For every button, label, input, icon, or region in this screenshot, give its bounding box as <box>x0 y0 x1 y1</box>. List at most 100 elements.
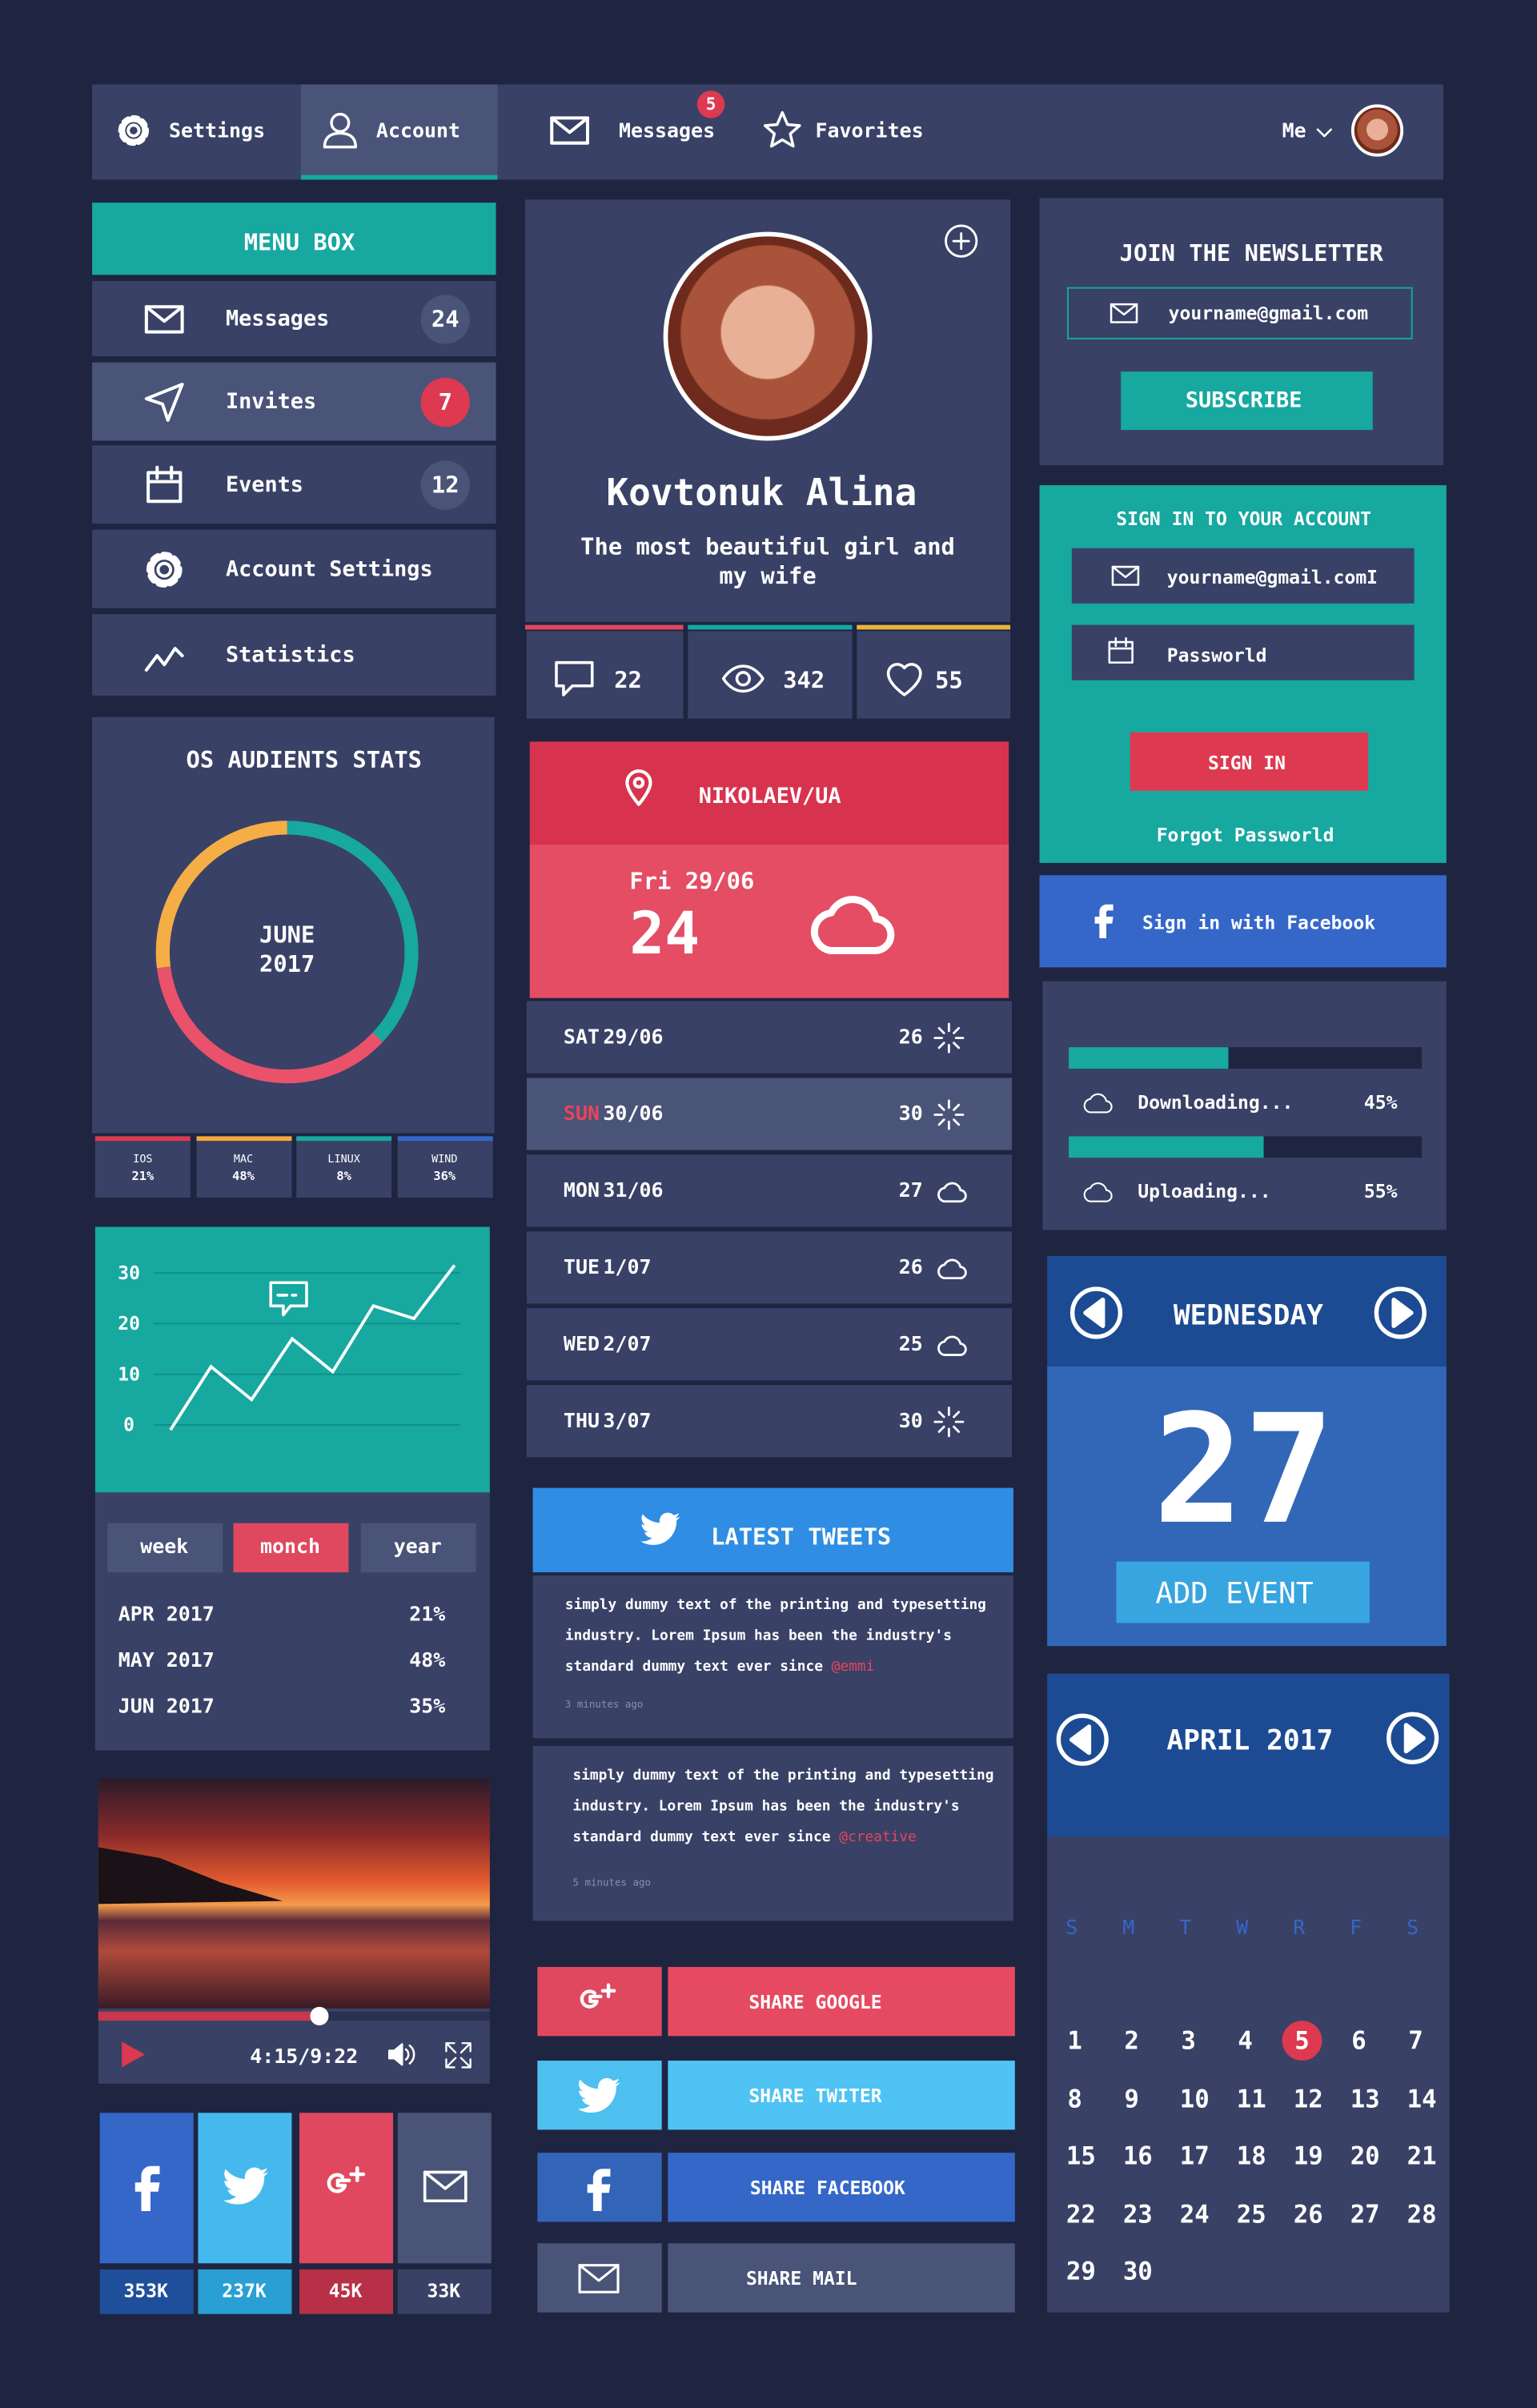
calendar-day[interactable]: 7 <box>1408 2025 1423 2056</box>
nav-item[interactable]: Favorites <box>815 120 924 144</box>
calendar-day[interactable]: 24 <box>1179 2198 1210 2229</box>
calendar-day[interactable]: 30 <box>1122 2256 1153 2286</box>
icon-part <box>1108 640 1134 664</box>
calendar-day[interactable]: 16 <box>1122 2141 1153 2171</box>
calendar-day[interactable]: 3 <box>1181 2025 1196 2056</box>
icon-part <box>550 116 589 134</box>
share-label[interactable]: SHARE TWITER <box>748 2085 882 2107</box>
video-hill <box>98 1778 490 2009</box>
share-label[interactable]: SHARE GOOGLE <box>748 1991 882 2013</box>
facebook-label[interactable]: Sign in with Facebook <box>1142 912 1376 934</box>
next-day[interactable] <box>1374 1286 1427 1339</box>
tweet-tag[interactable]: @creative <box>839 1828 917 1846</box>
calendar-day[interactable]: 19 <box>1293 2141 1323 2171</box>
calendar-day[interactable]: 9 <box>1124 2083 1139 2113</box>
share-button[interactable] <box>668 2243 1015 2313</box>
share-icon-cell[interactable] <box>537 2243 662 2313</box>
calendar-day[interactable]: 13 <box>1350 2083 1380 2113</box>
signin-password: Passworld <box>1166 644 1267 667</box>
newsletter-input[interactable] <box>1067 287 1413 339</box>
forecast-icon <box>932 1021 965 1055</box>
icon-part <box>223 2167 269 2205</box>
calendar-day[interactable]: 28 <box>1407 2198 1437 2229</box>
share-icon <box>576 2256 622 2302</box>
social-tile[interactable] <box>299 2113 394 2264</box>
icon-part <box>555 660 594 696</box>
icon-part <box>1374 1286 1427 1339</box>
profile-stat-icon <box>553 657 596 700</box>
calendar-day[interactable]: 25 <box>1236 2198 1266 2229</box>
icon-part <box>387 2043 415 2066</box>
add-event-button[interactable] <box>1116 1561 1370 1623</box>
calendar-day[interactable]: 27 <box>1350 2198 1380 2229</box>
calendar-day[interactable]: 29 <box>1065 2256 1096 2286</box>
social-icon <box>221 2162 270 2211</box>
forecast-date: 30/06 <box>603 1103 664 1126</box>
calendar-day[interactable]: 18 <box>1236 2141 1266 2171</box>
nav-tab-active[interactable] <box>300 84 498 180</box>
icon-part <box>810 896 895 954</box>
next-month[interactable] <box>1387 1712 1439 1764</box>
share-button[interactable] <box>668 1967 1015 2037</box>
period-tab-label[interactable]: year <box>393 1536 442 1559</box>
subscribe-label[interactable]: SUBSCRIBE <box>1185 388 1302 413</box>
email-field[interactable] <box>1071 548 1415 604</box>
add-event-label[interactable]: ADD EVENT <box>1155 1576 1314 1611</box>
signin-button[interactable] <box>1130 732 1369 791</box>
signin-label[interactable]: SIGN IN <box>1207 752 1286 774</box>
calendar-day[interactable]: 2 <box>1124 2025 1139 2056</box>
social-count: 237K <box>222 2280 267 2302</box>
prev-month[interactable] <box>1056 1713 1109 1766</box>
icon-part <box>150 556 178 583</box>
calendar-day[interactable]: 1 <box>1067 2025 1082 2056</box>
nav-item[interactable]: Messages <box>618 120 716 144</box>
user-menu[interactable]: Me <box>1282 120 1306 144</box>
menu-item[interactable] <box>92 614 496 696</box>
tweet-tag[interactable]: @emmi <box>831 1658 875 1676</box>
calendar-day[interactable]: 6 <box>1351 2025 1366 2056</box>
calendar-day[interactable]: 5 <box>1294 2025 1310 2056</box>
fullscreen-icon <box>442 2039 474 2071</box>
period-tab[interactable] <box>107 1523 223 1573</box>
calendar-day[interactable]: 11 <box>1236 2083 1266 2113</box>
password-field[interactable] <box>1071 624 1415 680</box>
forecast-temp: 26 <box>898 1256 923 1280</box>
icon-part <box>763 110 801 148</box>
share-label[interactable]: SHARE MAIL <box>745 2268 857 2290</box>
nav-item[interactable]: Settings <box>168 120 266 144</box>
os-stat-line <box>94 1136 191 1142</box>
share-button[interactable] <box>668 2061 1015 2130</box>
forgot-link[interactable]: Forgot Passworld <box>1156 825 1334 846</box>
period-tab-label[interactable]: week <box>140 1536 189 1559</box>
period-tab[interactable] <box>233 1523 349 1573</box>
calendar-day[interactable]: 26 <box>1293 2198 1323 2229</box>
calendar-selected <box>1282 2021 1322 2061</box>
calendar-day[interactable]: 20 <box>1350 2141 1380 2171</box>
calendar-day[interactable]: 12 <box>1293 2083 1323 2113</box>
period-tab[interactable] <box>360 1523 476 1573</box>
icon-part <box>445 2042 472 2069</box>
calendar-month: APRIL 2017 <box>1166 1724 1334 1758</box>
calendar-day[interactable]: 8 <box>1067 2083 1082 2113</box>
period-tab-label[interactable]: monch <box>259 1536 321 1559</box>
profile-name: Kovtonuk Alina <box>606 471 917 515</box>
icon-part <box>886 663 922 696</box>
share-icon-cell[interactable] <box>537 1967 662 2037</box>
share-button[interactable] <box>668 2153 1015 2222</box>
calendar-day[interactable]: 15 <box>1065 2141 1096 2171</box>
calendar-day[interactable]: 10 <box>1179 2083 1210 2113</box>
calendar-day[interactable]: 22 <box>1065 2198 1096 2229</box>
calendar-day[interactable]: 4 <box>1238 2025 1253 2056</box>
messages-icon <box>539 109 600 152</box>
calendar-day[interactable]: 23 <box>1122 2198 1153 2229</box>
icon-part <box>886 663 922 696</box>
share-label[interactable]: SHARE FACEBOOK <box>749 2177 905 2199</box>
subscribe-button[interactable] <box>1121 371 1373 431</box>
day-header <box>1047 1255 1447 1367</box>
calendar-day[interactable]: 17 <box>1179 2141 1210 2171</box>
nav-item[interactable]: Account <box>375 120 461 144</box>
calendar-day[interactable]: 14 <box>1407 2083 1437 2113</box>
weather-temp: 24 <box>629 899 700 968</box>
calendar-day[interactable]: 21 <box>1407 2141 1437 2171</box>
prev-day[interactable] <box>1069 1286 1123 1339</box>
